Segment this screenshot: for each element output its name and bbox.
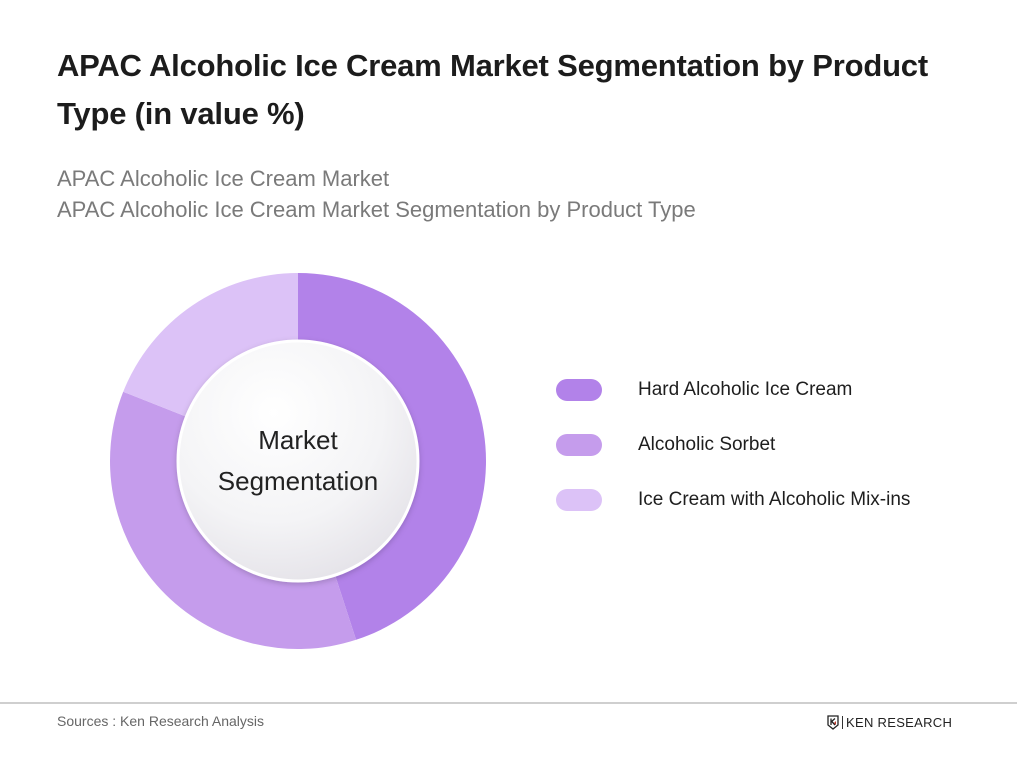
chart-subtitle: APAC Alcoholic Ice Cream Market APAC Alc… xyxy=(57,163,696,225)
ken-research-shield-icon xyxy=(827,715,839,730)
legend-label: Ice Cream with Alcoholic Mix-ins xyxy=(638,488,911,510)
donut-slices xyxy=(110,273,486,649)
donut-center-disc xyxy=(176,339,420,583)
footer-divider xyxy=(0,702,1017,704)
legend-item-alcoholic-sorbet: Alcoholic Sorbet xyxy=(556,417,910,472)
legend-item-hard-alcoholic-ice-cream: Hard Alcoholic Ice Cream xyxy=(556,362,910,417)
chart-title: APAC Alcoholic Ice Cream Market Segmenta… xyxy=(57,48,928,131)
donut-slice-ice-cream-with-alcoholic-mix-ins xyxy=(123,273,298,418)
legend-label: Alcoholic Sorbet xyxy=(638,433,776,455)
subtitle-line-2: APAC Alcoholic Ice Cream Market Segmenta… xyxy=(57,197,696,222)
legend-swatch xyxy=(556,488,602,511)
donut-slice-hard-alcoholic-ice-cream xyxy=(298,273,486,640)
legend-label: Hard Alcoholic Ice Cream xyxy=(638,378,853,400)
brand-name: KEN RESEARCH xyxy=(846,715,953,730)
center-label-line-1: Market xyxy=(258,425,338,455)
center-label-line-2: Segmentation xyxy=(217,466,379,496)
donut-slice-alcoholic-sorbet xyxy=(110,391,357,649)
brand-separator xyxy=(842,716,843,729)
donut-chart xyxy=(110,273,486,649)
source-note: Sources : Ken Research Analysis xyxy=(57,713,264,729)
subtitle-line-1: APAC Alcoholic Ice Cream Market xyxy=(57,166,390,191)
donut-center-label: Market Segmentation xyxy=(178,341,418,581)
legend-item-ice-cream-with-alcoholic-mix-ins: Ice Cream with Alcoholic Mix-ins xyxy=(556,472,910,527)
chart-legend: Hard Alcoholic Ice Cream Alcoholic Sorbe… xyxy=(556,362,910,527)
legend-swatch xyxy=(556,433,602,456)
legend-swatch xyxy=(556,378,602,401)
brand-logo: KEN RESEARCH xyxy=(827,715,952,730)
